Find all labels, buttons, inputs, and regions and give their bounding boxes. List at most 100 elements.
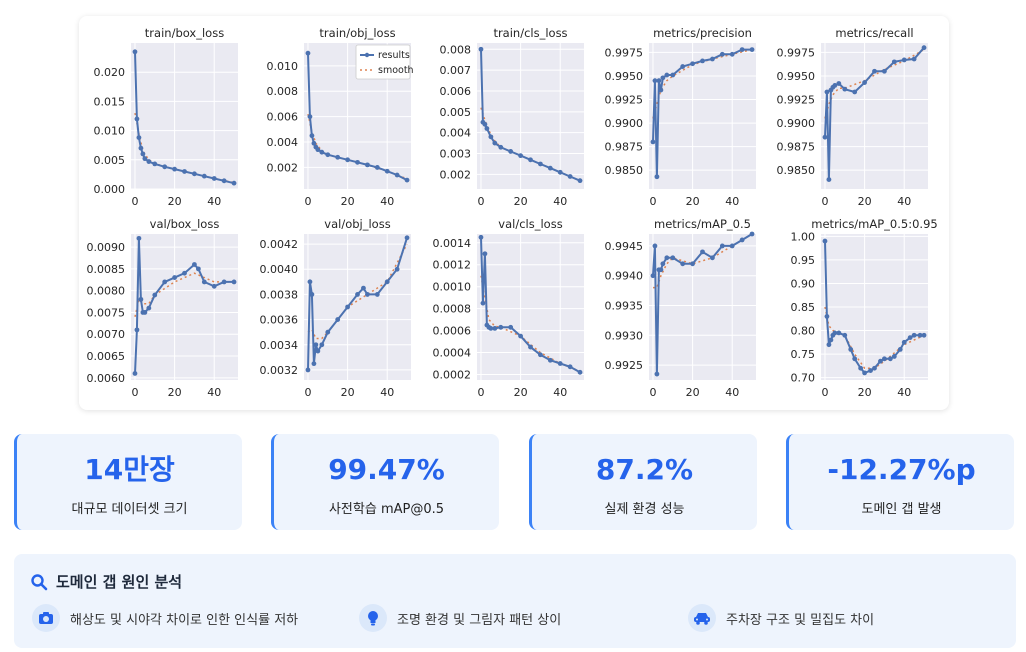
results-data-point bbox=[664, 72, 670, 78]
y-tick-label: 0.0002 bbox=[433, 369, 472, 382]
results-data-point bbox=[140, 151, 146, 157]
results-data-point bbox=[313, 342, 319, 348]
plot-area bbox=[477, 43, 584, 189]
results-data-point bbox=[488, 134, 494, 140]
results-data-point bbox=[142, 310, 148, 315]
subplot-metrics-precision: 0 20 40 0.9850 0.9875 0.9900 0.9925 0.9950 0.997… bbox=[605, 26, 756, 208]
x-tick-label: 20 bbox=[341, 386, 355, 399]
x-tick-label: 40 bbox=[380, 386, 394, 399]
results-data-point bbox=[146, 305, 152, 311]
results-data-point bbox=[862, 370, 867, 376]
results-data-point bbox=[315, 147, 321, 153]
results-data-point bbox=[538, 161, 543, 167]
y-tick-label: 0.003 bbox=[440, 148, 472, 161]
y-tick-label: 0.0090 bbox=[87, 241, 126, 254]
results-series-line bbox=[824, 47, 925, 180]
results-data-point bbox=[172, 166, 177, 172]
subplot-title: val/cls_loss bbox=[498, 217, 562, 231]
results-data-point bbox=[650, 139, 656, 145]
results-data-point bbox=[719, 51, 725, 57]
subplot-val-box-loss: 0 20 40 0.0060 0.0065 0.0070 0.0075 0.0080 0.008… bbox=[87, 217, 238, 399]
results-data-point bbox=[146, 159, 152, 164]
results-data-point bbox=[162, 164, 168, 170]
results-data-point bbox=[547, 165, 553, 171]
results-data-point bbox=[862, 80, 867, 85]
subplot-title: train/box_loss bbox=[145, 26, 224, 40]
domain-gap-analysis-panel: 도메인 갭 원인 분석 해상도 및 시야각 차이로 인한 인식률 저하 조명 환… bbox=[14, 554, 1016, 648]
results-data-point bbox=[664, 255, 670, 261]
stat-value: 87.2% bbox=[595, 453, 694, 486]
x-tick-label: 40 bbox=[553, 195, 567, 208]
y-tick-label: 0.70 bbox=[791, 372, 816, 385]
results-data-point bbox=[309, 292, 315, 297]
results-data-point bbox=[361, 285, 366, 291]
x-tick-label: 20 bbox=[858, 386, 872, 399]
y-tick-label: 0.0032 bbox=[260, 364, 299, 377]
results-data-point bbox=[307, 114, 313, 120]
results-data-point bbox=[749, 47, 755, 52]
results-series-line bbox=[652, 233, 753, 375]
y-tick-label: 0.008 bbox=[440, 43, 472, 56]
results-data-point bbox=[822, 134, 828, 140]
x-tick-label: 40 bbox=[380, 195, 394, 208]
results-data-point bbox=[311, 361, 317, 367]
results-data-point bbox=[842, 86, 848, 92]
results-data-point bbox=[182, 169, 187, 174]
y-tick-label: 0.005 bbox=[440, 106, 472, 119]
x-tick-label: 20 bbox=[858, 195, 872, 208]
subplot-title: val/obj_loss bbox=[324, 217, 390, 231]
y-tick-label: 0.004 bbox=[267, 136, 299, 149]
results-data-point bbox=[567, 174, 573, 179]
x-tick-label: 20 bbox=[341, 195, 355, 208]
results-data-point bbox=[729, 243, 735, 249]
x-tick-label: 0 bbox=[477, 195, 484, 208]
y-tick-label: 0.9850 bbox=[605, 164, 644, 177]
results-data-point bbox=[404, 235, 410, 241]
results-data-point bbox=[335, 317, 341, 322]
y-tick-label: 0.0038 bbox=[260, 288, 299, 301]
results-data-point bbox=[901, 57, 907, 63]
cause-item-parking-structure: 주차장 구조 및 밀집도 차이 bbox=[688, 604, 874, 632]
y-tick-label: 0.90 bbox=[791, 277, 816, 290]
results-data-point bbox=[484, 126, 490, 131]
results-data-point bbox=[374, 292, 380, 297]
results-data-point bbox=[152, 161, 158, 167]
training-results-figure: 0 20 40 0.000 0.005 0.010 0.015 0.020 train/box_… bbox=[79, 16, 949, 410]
results-data-point bbox=[134, 327, 140, 333]
results-data-point bbox=[719, 243, 725, 249]
results-data-point bbox=[660, 75, 666, 81]
results-data-point bbox=[394, 266, 400, 272]
results-data-point bbox=[182, 270, 187, 276]
results-data-point bbox=[911, 332, 917, 338]
legend-smooth-label: smooth bbox=[378, 65, 414, 76]
results-data-point bbox=[670, 72, 676, 78]
cause-text: 조명 환경 및 그림자 패턴 상이 bbox=[397, 612, 562, 628]
analysis-title: 도메인 갭 원인 분석 bbox=[56, 573, 183, 591]
results-data-point bbox=[828, 337, 834, 343]
y-tick-label: 0.010 bbox=[267, 60, 299, 73]
y-tick-label: 0.0012 bbox=[433, 259, 472, 272]
x-tick-label: 40 bbox=[553, 386, 567, 399]
x-tick-label: 0 bbox=[304, 195, 311, 208]
subplot-title: metrics/precision bbox=[653, 26, 752, 40]
results-data-point bbox=[319, 342, 325, 348]
stat-label: 사전학습 mAP@0.5 bbox=[328, 502, 445, 517]
y-tick-label: 0.0010 bbox=[433, 281, 472, 294]
plot-area bbox=[477, 234, 584, 380]
analysis-heading: 도메인 갭 원인 분석 bbox=[30, 571, 182, 592]
results-data-point bbox=[138, 145, 144, 151]
results-data-point bbox=[518, 153, 523, 159]
plot-area bbox=[649, 234, 756, 380]
results-data-point bbox=[577, 369, 583, 375]
y-tick-label: 0.006 bbox=[440, 85, 472, 98]
results-data-point bbox=[700, 249, 705, 255]
cause-item-lighting: 조명 환경 및 그림자 패턴 상이 bbox=[359, 604, 561, 632]
results-data-point bbox=[384, 168, 390, 174]
results-data-point bbox=[335, 154, 341, 160]
stat-label: 대규모 데이터셋 크기 bbox=[71, 502, 188, 517]
y-tick-label: 0.0040 bbox=[260, 263, 299, 276]
results-data-point bbox=[858, 365, 864, 371]
results-data-point bbox=[309, 133, 315, 139]
results-data-point bbox=[508, 149, 514, 154]
results-data-point bbox=[852, 356, 858, 362]
